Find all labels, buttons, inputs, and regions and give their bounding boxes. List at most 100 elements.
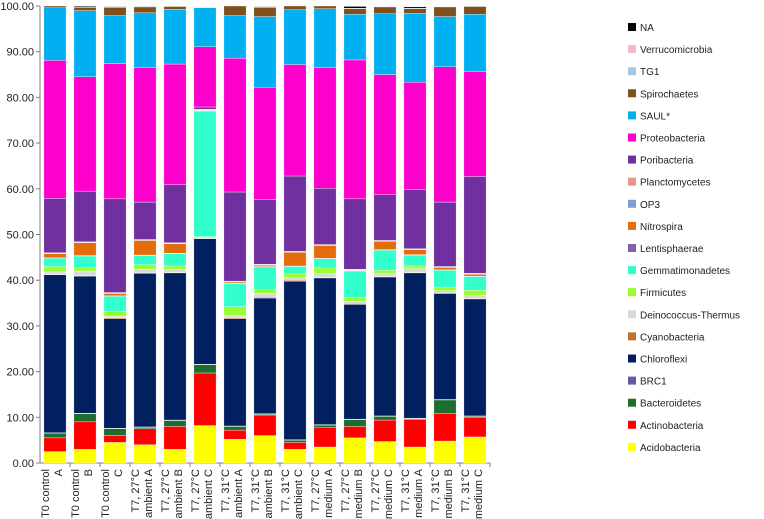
y-tick-label: 30.00 (6, 321, 34, 333)
y-tick-label: 0.00 (13, 458, 34, 470)
bar-segment-gemmatimonadetes (433, 269, 457, 288)
bar-segment-nitrospira (43, 253, 67, 258)
bar-segment-poribacteria (193, 106, 217, 110)
bar-segment-firmicutes (163, 265, 187, 270)
bar-segment-poribacteria (463, 176, 487, 274)
bar-segment-actinobacteria (193, 372, 217, 426)
legend-entry: Cyanobacteria (640, 332, 705, 343)
bar-segment-proteobacteria (343, 59, 367, 200)
x-axis-labels: T0 control A T0 control B T0 control C T7, 27°… (40, 468, 485, 519)
bar-segment-gemmatimonadetes (133, 255, 157, 265)
bar-segment-gemmatimonadetes (313, 258, 337, 269)
bar-segment-firmicutes (283, 273, 307, 279)
bar-segment-poribacteria (43, 198, 67, 253)
bar-segment-actinobacteria (133, 428, 157, 445)
legend-entry: Actinobacteria (640, 421, 704, 432)
bar-segment-proteobacteria (403, 82, 427, 190)
bar-segment-poribacteria (313, 188, 337, 245)
bar-segment-firmicutes (43, 266, 67, 273)
x-tick-label: C (113, 469, 125, 477)
bar-segment-chloroflexi (73, 275, 97, 414)
x-tick-label: T7, 31°C (280, 469, 292, 513)
bar-segment-saul- (433, 16, 457, 67)
bar-segment-chloroflexi (163, 272, 187, 421)
legend-entry: Spirochaetes (640, 89, 698, 100)
bar-segment-proteobacteria (313, 67, 337, 189)
legend-entry: Acidobacteria (640, 443, 701, 454)
bar-segment-spirochaetes (73, 7, 97, 11)
y-tick-label: 60.00 (6, 184, 34, 196)
bar-segment-deinococcus-thermus (43, 271, 67, 275)
bar-segment-deinococcus-thermus (343, 301, 367, 304)
bar-segment-chloroflexi (223, 318, 247, 427)
bar-segment-poribacteria (103, 198, 127, 293)
bar-segment-bacteroidetes (163, 420, 187, 427)
bar-segment-bacteroidetes (373, 416, 397, 421)
legend-entry: NA (640, 23, 654, 34)
bar-segment-gemmatimonadetes (463, 276, 487, 291)
bar-segment-firmicutes (133, 264, 157, 270)
legend-entry: Poribacteria (640, 156, 694, 167)
legend-swatch (628, 89, 636, 98)
y-tick-label: 10.00 (6, 412, 34, 424)
x-tick-label: medium A (413, 468, 425, 518)
bar-segment-gemmatimonadetes (223, 283, 247, 307)
x-tick-label: ambient B (263, 469, 275, 519)
bar-segment-proteobacteria (433, 66, 457, 203)
x-tick-label: medium C (383, 469, 395, 519)
bar-segment-proteobacteria (463, 71, 487, 177)
bar-segment-nitrospira (133, 240, 157, 256)
bar-segment-saul- (403, 13, 427, 83)
bar-segment-chloroflexi (283, 280, 307, 440)
bar-segment-chloroflexi (403, 272, 427, 419)
bar-segment-deinococcus-thermus (463, 295, 487, 299)
legend-swatch (628, 420, 636, 429)
bar-segment-nitrospira (433, 267, 457, 270)
bar-segment-saul- (343, 14, 367, 61)
x-tick-label: T7, 27°C (160, 469, 172, 513)
bar-segment-actinobacteria (73, 421, 97, 450)
legend-entry: SAUL* (640, 111, 670, 122)
bar-segment-acidobacteria (223, 439, 247, 464)
chart-bars (43, 5, 487, 464)
bar-segment-deinococcus-thermus (283, 277, 307, 281)
bar-segment-spirochaetes (343, 8, 367, 15)
legend-entry: Nitrospira (640, 222, 683, 233)
bar-segment-acidobacteria (313, 446, 337, 464)
legend-swatch (628, 155, 636, 164)
legend-swatch (628, 45, 636, 54)
bar-segment-poribacteria (373, 194, 397, 241)
bar-segment-actinobacteria (463, 417, 487, 438)
y-tick-label: 100.00 (0, 1, 34, 13)
bar-segment-proteobacteria (283, 64, 307, 177)
bar-segment-saul- (73, 10, 97, 78)
bar-segment-acidobacteria (463, 436, 487, 464)
bar-segment-saul- (163, 9, 187, 65)
bar-segment-deinococcus-thermus (163, 269, 187, 273)
legend-swatch (628, 442, 636, 451)
bar-segment-saul- (283, 9, 307, 65)
legend-swatch (628, 244, 636, 252)
bar-segment-chloroflexi (463, 298, 487, 417)
bar-segment-spirochaetes (283, 5, 307, 10)
legend-entry: Firmicutes (640, 288, 686, 299)
bar-segment-firmicutes (343, 297, 367, 302)
legend-swatch (628, 310, 636, 319)
bar-segment-poribacteria (73, 190, 97, 242)
x-tick-label: medium A (323, 468, 335, 518)
legend-entry: Lentisphaerae (640, 244, 704, 255)
bar-segment-poribacteria (163, 184, 187, 243)
bar-segment-spirochaetes (163, 6, 187, 10)
bar-segment-actinobacteria (223, 429, 247, 440)
x-tick-label: A (53, 468, 65, 476)
bar-segment-actinobacteria (103, 435, 127, 443)
x-tick-label: B (83, 469, 95, 476)
bar-segment-nitrospira (313, 245, 337, 259)
bar-segment-spirochaetes (223, 5, 247, 16)
x-tick-label: medium B (443, 469, 455, 519)
chart-axes: 0.00 10.00 20.00 30.00 40.00 50.00 60.00 70.00 8… (0, 1, 491, 470)
bar-segment-proteobacteria (73, 76, 97, 192)
legend-entry: TG1 (640, 67, 660, 78)
legend-entry: Proteobacteria (640, 134, 705, 145)
